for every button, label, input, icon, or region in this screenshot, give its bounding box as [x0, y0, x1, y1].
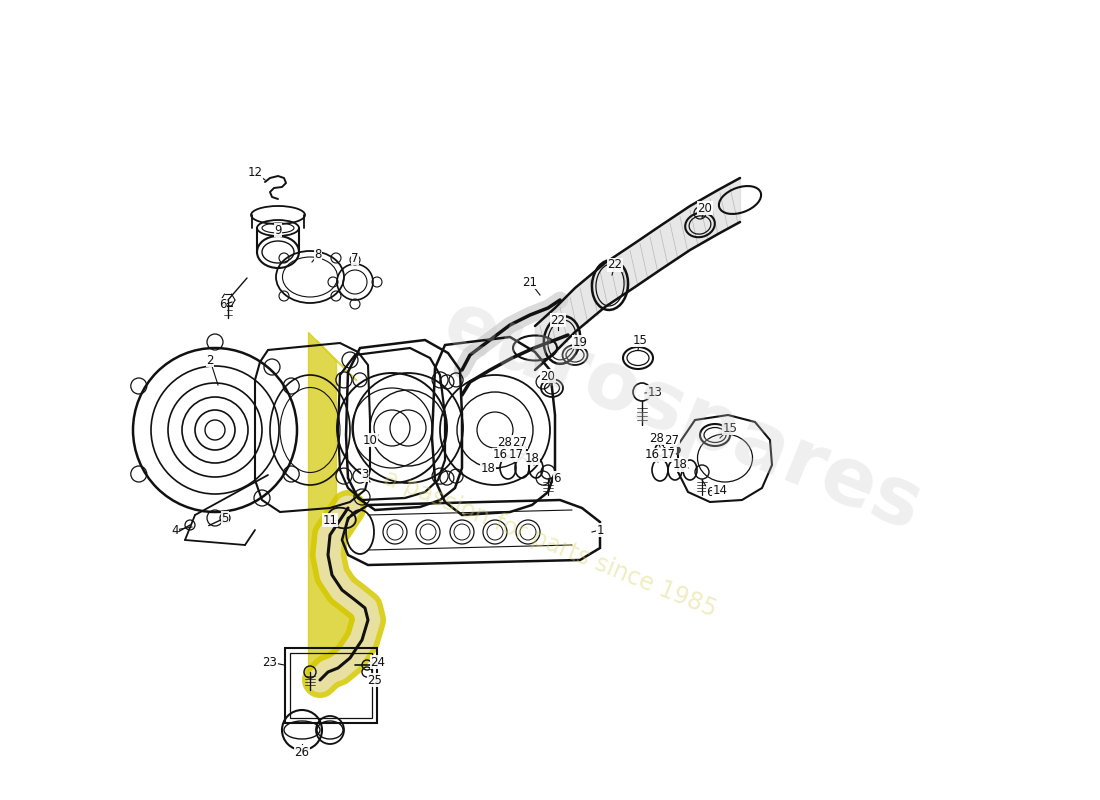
Text: 22: 22	[550, 314, 565, 326]
Text: 12: 12	[248, 166, 263, 178]
Text: 5: 5	[221, 511, 229, 525]
Text: 28: 28	[650, 431, 664, 445]
Text: 17: 17	[660, 449, 675, 462]
Text: 20: 20	[540, 370, 556, 382]
Text: 6: 6	[219, 298, 227, 311]
Text: a passion for parts since 1985: a passion for parts since 1985	[379, 466, 720, 622]
Text: 26: 26	[295, 746, 309, 758]
Text: 6: 6	[553, 471, 561, 485]
Text: 16: 16	[645, 449, 660, 462]
Text: 15: 15	[632, 334, 648, 346]
Text: 6: 6	[706, 486, 714, 498]
Text: 1: 1	[596, 523, 604, 537]
Text: 25: 25	[367, 674, 383, 686]
Text: 18: 18	[525, 451, 539, 465]
Text: 13: 13	[648, 386, 662, 398]
Text: 27: 27	[664, 434, 680, 446]
Text: 14: 14	[713, 483, 727, 497]
Text: 17: 17	[508, 449, 524, 462]
Text: 10: 10	[363, 434, 377, 446]
Text: 18: 18	[672, 458, 688, 471]
Text: 27: 27	[513, 435, 528, 449]
Text: 15: 15	[723, 422, 737, 434]
Text: 19: 19	[572, 335, 587, 349]
Text: 24: 24	[371, 655, 385, 669]
Text: 22: 22	[607, 258, 623, 271]
Text: 7: 7	[351, 251, 359, 265]
Text: 9: 9	[274, 223, 282, 237]
Text: 8: 8	[315, 249, 321, 262]
Text: 18: 18	[481, 462, 495, 474]
Text: 4: 4	[172, 523, 178, 537]
Text: eurospares: eurospares	[431, 285, 933, 547]
Text: 21: 21	[522, 275, 538, 289]
Text: 20: 20	[697, 202, 713, 214]
Text: 23: 23	[263, 655, 277, 669]
Bar	[290, 653, 372, 718]
Text: 16: 16	[493, 449, 507, 462]
Bar	[285, 648, 377, 723]
Text: 2: 2	[207, 354, 213, 366]
Text: 3: 3	[361, 469, 368, 482]
Text: 11: 11	[322, 514, 338, 526]
Text: 28: 28	[497, 435, 513, 449]
